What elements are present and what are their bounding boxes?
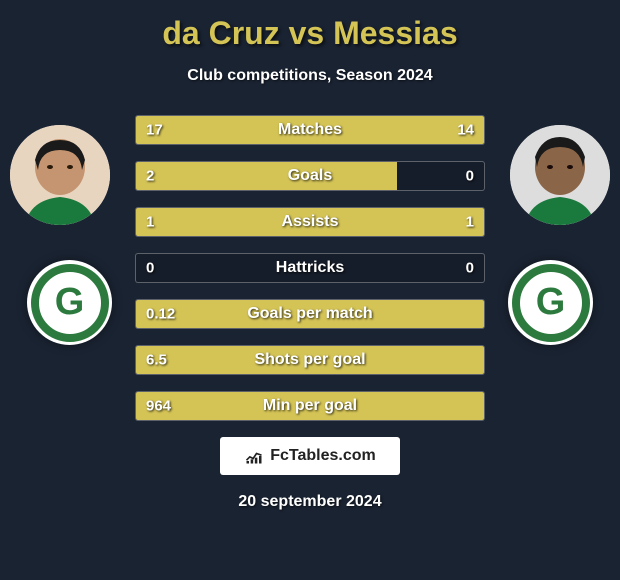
stat-value-left: 0 (146, 260, 154, 277)
stat-row: 1 Assists 1 (135, 207, 485, 237)
stats-list: 17 Matches 14 2 Goals 0 1 Assists 1 0 Hattricks 0 0.… (135, 115, 485, 421)
stat-row: 964 Min per goal (135, 391, 485, 421)
stat-label: Hattricks (276, 259, 344, 277)
stat-row: 0.12 Goals per match (135, 299, 485, 329)
comparison-card: da Cruz vs Messias Club competitions, Se… (0, 0, 620, 521)
club-badge-right: G (508, 260, 593, 345)
stat-value-right: 0 (466, 260, 474, 277)
stat-value-left: 0.12 (146, 306, 175, 323)
date-text: 20 september 2024 (0, 493, 620, 511)
subtitle: Club competitions, Season 2024 (0, 67, 620, 85)
person-icon (510, 125, 610, 225)
club-letter: G (512, 264, 590, 342)
stat-value-left: 6.5 (146, 352, 167, 369)
stat-value-left: 2 (146, 168, 154, 185)
stat-label: Shots per goal (254, 351, 365, 369)
stat-value-right: 0 (466, 168, 474, 185)
stat-value-left: 964 (146, 398, 171, 415)
chart-icon (244, 446, 264, 466)
person-icon (10, 125, 110, 225)
stat-value-right: 14 (457, 122, 474, 139)
club-badge-left: G (27, 260, 112, 345)
stat-label: Assists (282, 213, 339, 231)
stat-row: 17 Matches 14 (135, 115, 485, 145)
stat-bar-left (136, 162, 397, 190)
page-title: da Cruz vs Messias (0, 15, 620, 52)
player-right-avatar (510, 125, 610, 225)
stat-value-left: 17 (146, 122, 163, 139)
brand-text: FcTables.com (270, 447, 376, 465)
stat-label: Matches (278, 121, 342, 139)
stat-label: Goals (288, 167, 332, 185)
stat-row: 0 Hattricks 0 (135, 253, 485, 283)
player-left-avatar (10, 125, 110, 225)
brand-badge[interactable]: FcTables.com (220, 437, 400, 475)
stat-row: 6.5 Shots per goal (135, 345, 485, 375)
club-letter: G (31, 264, 109, 342)
stat-row: 2 Goals 0 (135, 161, 485, 191)
stat-value-right: 1 (466, 214, 474, 231)
stat-label: Goals per match (247, 305, 372, 323)
stat-value-left: 1 (146, 214, 154, 231)
stat-label: Min per goal (263, 397, 357, 415)
